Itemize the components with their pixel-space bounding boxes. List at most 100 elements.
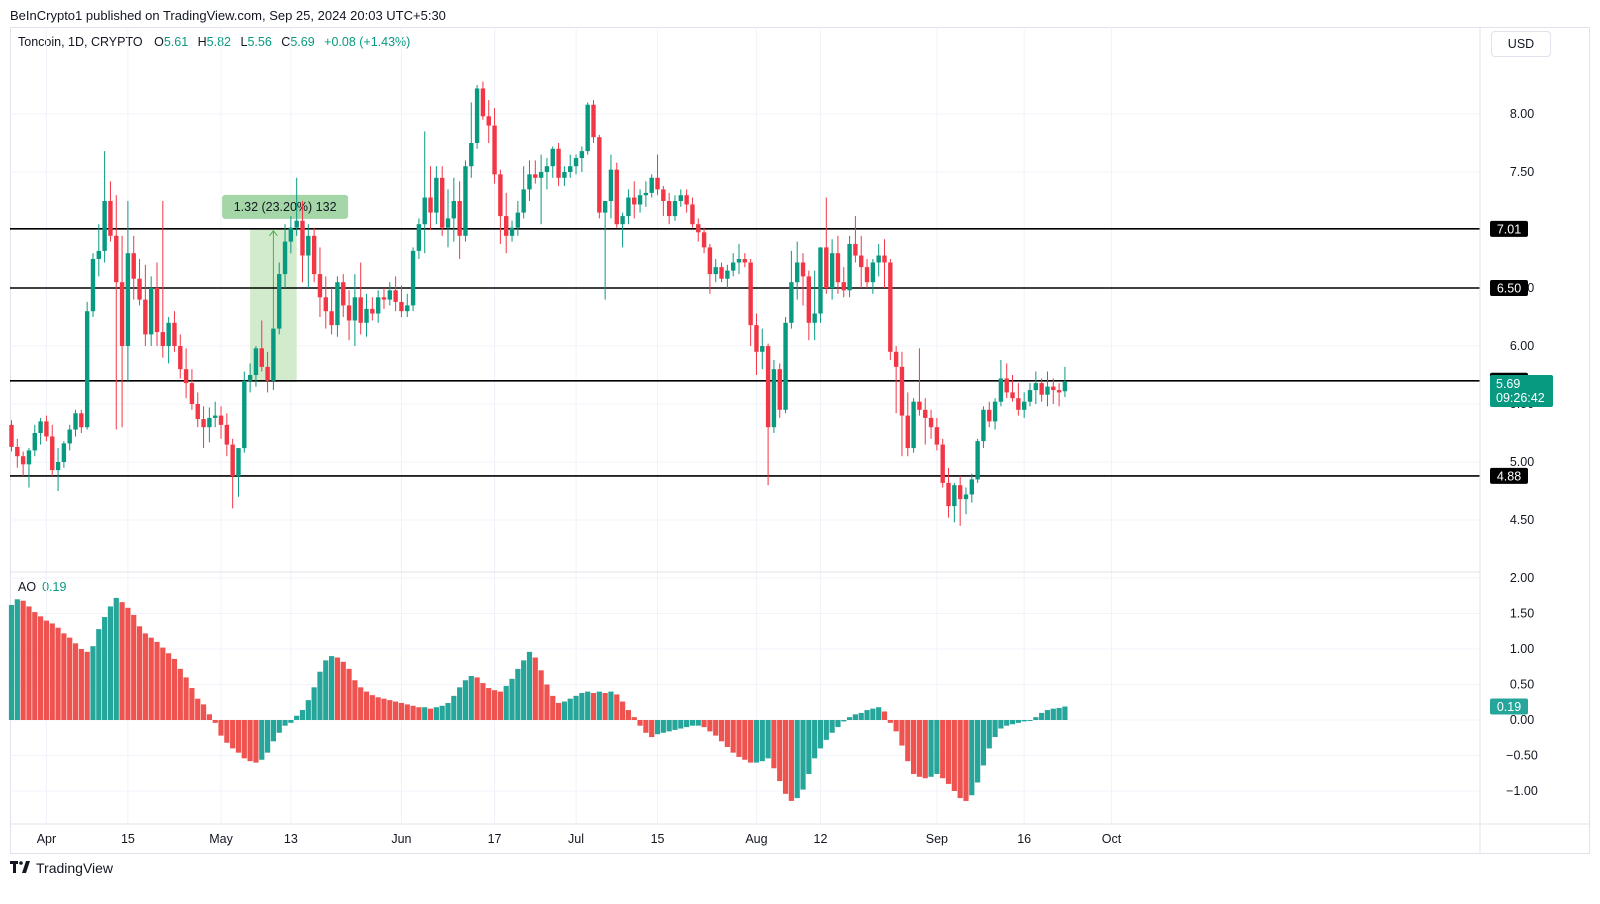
candle xyxy=(271,328,276,391)
candle-body xyxy=(882,255,887,263)
candle-body xyxy=(701,232,707,248)
candle xyxy=(492,108,497,184)
ao-bar xyxy=(881,711,888,720)
candle xyxy=(480,81,486,120)
candle-body xyxy=(771,369,777,428)
ao-bar xyxy=(846,717,853,720)
candle-body xyxy=(213,415,218,418)
candle xyxy=(981,406,986,449)
close-value: 5.69 xyxy=(290,35,315,49)
ao-bar xyxy=(486,688,492,720)
candle xyxy=(341,274,346,317)
candle-body xyxy=(311,235,317,275)
ao-bar xyxy=(654,720,661,735)
symbol-legend[interactable]: Toncoin, 1D, CRYPTO O5.61 H5.82 L5.56 C5… xyxy=(18,35,410,49)
ao-bar xyxy=(107,606,114,720)
ao-bar xyxy=(887,720,893,723)
candle-body xyxy=(154,288,160,333)
time-tick-label: 13 xyxy=(284,832,298,846)
candle-body xyxy=(690,204,695,225)
ao-bar xyxy=(963,720,969,801)
candle-body xyxy=(666,201,672,217)
candle-body xyxy=(538,172,544,178)
candle xyxy=(15,438,20,468)
ao-bar xyxy=(748,720,754,763)
price-tick-label: 5.00 xyxy=(1510,455,1534,469)
candle xyxy=(370,297,375,321)
ao-value-tag xyxy=(1490,698,1528,715)
candle-body xyxy=(486,116,491,126)
candle-body xyxy=(160,332,166,346)
ao-bar xyxy=(369,695,375,720)
ao-bar xyxy=(521,660,527,720)
candle xyxy=(329,288,334,335)
candle xyxy=(224,413,230,457)
candle-body xyxy=(381,297,387,300)
candle xyxy=(608,154,614,219)
low-label: L xyxy=(240,35,248,49)
time-tick-label: 17 xyxy=(488,832,502,846)
candle xyxy=(864,259,870,288)
ao-bar xyxy=(724,720,730,747)
candle-body xyxy=(946,482,951,507)
tradingview-brand[interactable]: TradingView xyxy=(10,860,113,876)
ao-bar xyxy=(736,720,742,757)
candle xyxy=(760,328,765,370)
candle-body xyxy=(26,450,32,465)
ao-bar xyxy=(800,720,806,790)
candle-body xyxy=(509,227,515,236)
candle xyxy=(311,227,317,283)
candle-body xyxy=(940,444,945,483)
ao-bar xyxy=(573,695,579,720)
candle-body xyxy=(760,346,765,352)
candle xyxy=(469,102,474,178)
currency-button[interactable]: USD xyxy=(1491,31,1551,57)
level-price-label: 6.50 xyxy=(1497,282,1521,296)
ao-bar xyxy=(567,698,573,720)
ao-bar xyxy=(660,720,666,733)
candle xyxy=(143,264,148,346)
candle-body xyxy=(637,195,643,205)
candle-body xyxy=(44,421,49,437)
ao-bar xyxy=(218,720,224,736)
candle xyxy=(521,166,526,219)
ao-legend[interactable]: AO 0.19 xyxy=(18,580,66,594)
ao-bar xyxy=(393,701,399,720)
candle-body xyxy=(1056,390,1062,393)
candle xyxy=(399,285,404,317)
candle-body xyxy=(387,290,392,300)
candle xyxy=(899,351,905,457)
ao-bar xyxy=(858,712,864,720)
ao-bar xyxy=(684,720,690,728)
candle-body xyxy=(527,174,532,190)
ao-bar xyxy=(491,690,498,720)
ao-bar xyxy=(119,602,125,720)
candle xyxy=(888,259,893,360)
candle xyxy=(678,189,683,207)
ao-bar xyxy=(200,704,207,720)
ao-bar xyxy=(812,720,818,759)
ao-bar xyxy=(282,720,288,726)
candle xyxy=(183,348,189,399)
ao-bar xyxy=(422,707,428,720)
candle-body xyxy=(1027,390,1033,402)
candle xyxy=(614,162,619,228)
candle xyxy=(160,201,166,358)
ao-bar xyxy=(969,720,975,796)
candle-body xyxy=(661,189,666,201)
candle-body xyxy=(67,429,72,444)
ao-bar xyxy=(701,720,707,728)
candle-body xyxy=(952,485,957,507)
ao-bar xyxy=(713,720,719,736)
last-price-tag xyxy=(1490,374,1553,407)
ao-bar xyxy=(235,720,242,753)
candle-body xyxy=(480,88,486,117)
candle xyxy=(358,262,363,335)
candle xyxy=(137,259,142,306)
candle xyxy=(591,100,596,143)
published-caption: BeInCrypto1 published on TradingView.com… xyxy=(10,8,446,23)
candle-body xyxy=(166,322,171,346)
candle xyxy=(265,351,270,393)
ao-tick-label: 1.50 xyxy=(1510,607,1534,621)
